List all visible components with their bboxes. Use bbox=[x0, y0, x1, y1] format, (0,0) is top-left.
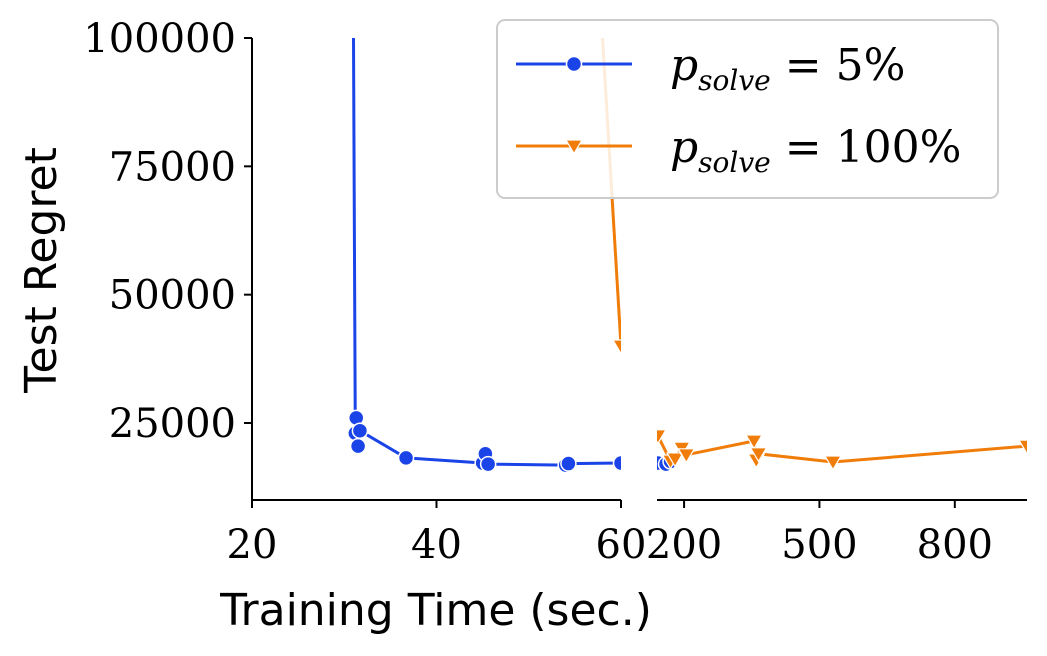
x-ticks-right: 200 500 800 bbox=[646, 500, 993, 568]
series-1-point bbox=[397, 449, 415, 467]
y-tick-label: 25000 bbox=[109, 401, 236, 447]
legend-label-2: psolve = 100% bbox=[670, 122, 961, 179]
legend: psolve = 5% psolve = 100% bbox=[496, 19, 999, 199]
series-2-point bbox=[665, 452, 685, 468]
y-tick-label: 75000 bbox=[109, 144, 236, 190]
legend-label-1: psolve = 5% bbox=[670, 40, 905, 97]
x-tick-label: 500 bbox=[781, 522, 857, 568]
series-2-point bbox=[744, 434, 764, 450]
x-tick-label: 200 bbox=[646, 522, 722, 568]
series-2-point bbox=[611, 339, 621, 355]
series-2-line bbox=[657, 435, 1027, 464]
series-1-point bbox=[349, 437, 367, 455]
series-2-point bbox=[657, 429, 667, 445]
legend-marker-2 bbox=[564, 139, 584, 155]
x-tick-label: 40 bbox=[411, 522, 462, 568]
series-1-left bbox=[347, 37, 621, 474]
series-1-point bbox=[479, 455, 497, 473]
series-2-point bbox=[823, 455, 843, 471]
series-2-point bbox=[1017, 439, 1027, 455]
y-axis-title: Test Regret bbox=[16, 147, 67, 394]
x-axis-title: Training Time (sec.) bbox=[219, 585, 652, 636]
series-2-point bbox=[677, 448, 696, 464]
series-1-point bbox=[560, 455, 577, 472]
x-tick-label: 20 bbox=[227, 522, 278, 568]
y-tick-label: 50000 bbox=[109, 273, 236, 319]
series-2-right bbox=[657, 429, 1027, 471]
legend-marker-1 bbox=[565, 55, 583, 73]
y-ticks: 100000 75000 50000 25000 bbox=[83, 16, 252, 447]
series-1-point bbox=[612, 454, 621, 472]
x-tick-label: 800 bbox=[917, 522, 993, 568]
x-ticks-left: 20 40 60 bbox=[227, 500, 647, 568]
y-tick-label: 100000 bbox=[83, 16, 236, 62]
series-1-point bbox=[351, 422, 369, 439]
x-tick-label: 60 bbox=[596, 522, 647, 568]
series-2-point bbox=[749, 447, 768, 463]
